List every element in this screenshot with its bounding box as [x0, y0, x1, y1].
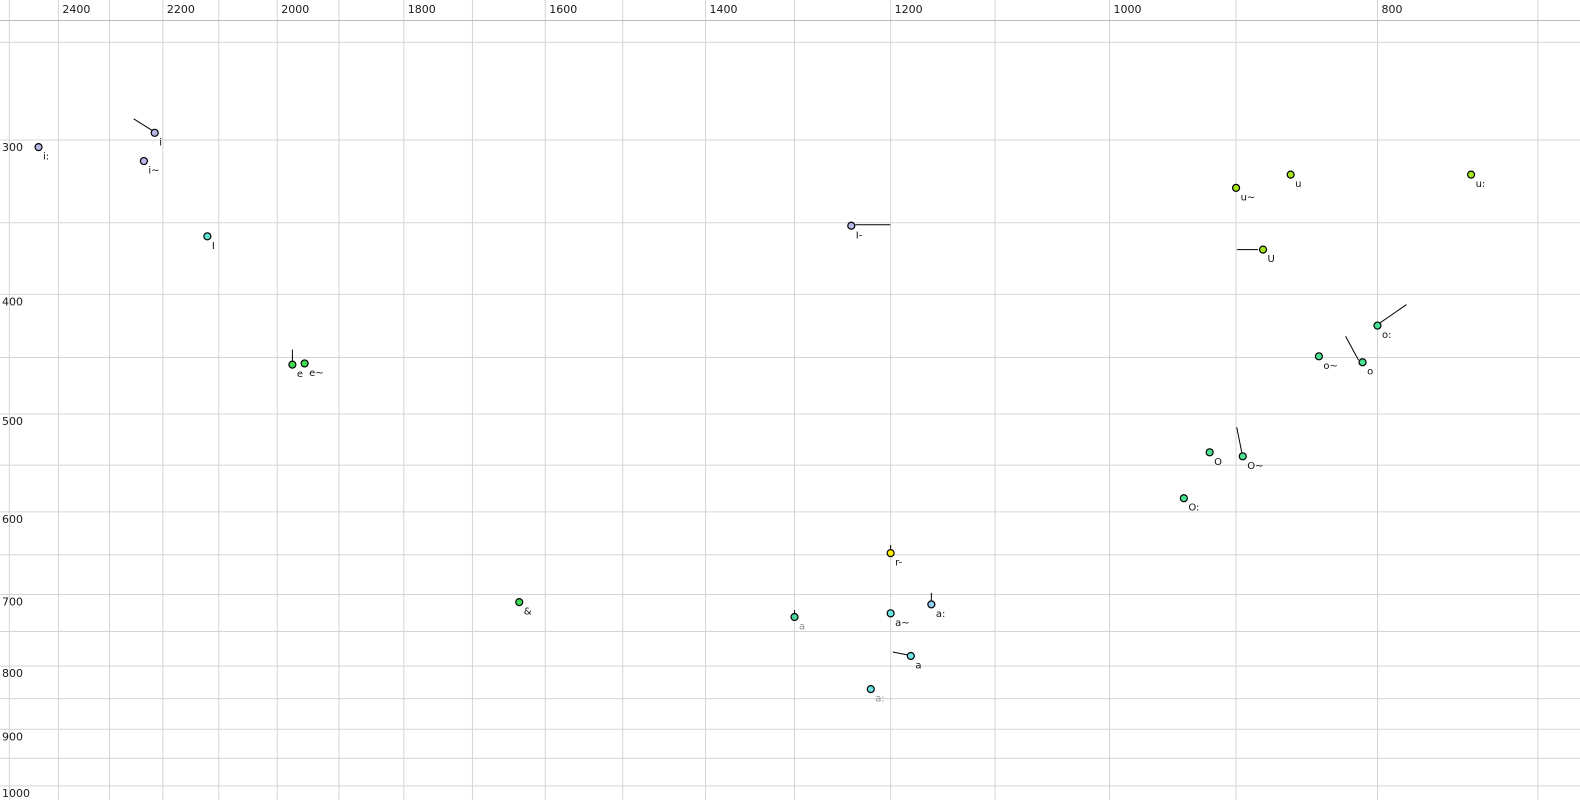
x-tick-label: 1000	[1114, 3, 1142, 16]
data-point-o:[interactable]	[1373, 321, 1382, 330]
data-point-i:[interactable]	[34, 143, 43, 152]
data-point-i~[interactable]	[139, 156, 149, 166]
point-label-U: U	[1268, 254, 1275, 265]
y-tick-label: 900	[2, 730, 23, 743]
point-label-&: &	[524, 607, 532, 618]
point-tail-i	[133, 118, 153, 132]
point-label-u~: u~	[1241, 192, 1256, 203]
data-point-&[interactable]	[515, 598, 524, 607]
point-label-e~: e~	[309, 368, 324, 379]
data-point-a:[interactable]	[866, 684, 875, 694]
y-tick-label: 600	[2, 513, 23, 526]
data-point-u:[interactable]	[1466, 170, 1476, 179]
point-label-i:: i:	[43, 152, 49, 163]
x-tick-label: 1800	[408, 3, 436, 16]
point-tail-O~	[1236, 427, 1243, 453]
y-tick-label: 500	[2, 415, 23, 428]
data-point-e[interactable]	[288, 360, 297, 369]
point-label-I-: I-	[856, 230, 863, 241]
data-point-O[interactable]	[1205, 448, 1214, 457]
x-tick-label: 2200	[167, 3, 195, 16]
point-label-i~: i~	[148, 166, 159, 177]
data-point-i[interactable]	[150, 128, 159, 137]
data-point-u[interactable]	[1286, 170, 1295, 179]
y-tick-label: 1000	[2, 787, 30, 800]
point-label-u: u	[1295, 179, 1301, 190]
point-label-i: i	[159, 137, 162, 148]
x-tick-label: 1600	[549, 3, 577, 16]
data-point-o[interactable]	[1358, 358, 1367, 367]
x-tick-label: 2000	[281, 3, 309, 16]
point-label-u:: u:	[1476, 179, 1486, 190]
y-tick-label: 400	[2, 295, 23, 308]
data-point-I[interactable]	[203, 232, 212, 241]
point-label-o:: o:	[1382, 330, 1392, 341]
point-label-o: o	[1367, 367, 1373, 378]
point-label-O~: O~	[1247, 461, 1263, 472]
x-tick-label: 1200	[895, 3, 923, 16]
point-label-I: I	[212, 241, 215, 252]
point-tail-o:	[1380, 304, 1407, 323]
data-point-U[interactable]	[1258, 245, 1268, 254]
point-label-O:: O:	[1188, 503, 1199, 514]
point-label-a:: a:	[936, 609, 946, 620]
point-label-r-: r-	[895, 558, 902, 569]
x-tick-label: 800	[1381, 3, 1402, 16]
data-point-a[interactable]	[790, 612, 799, 622]
data-point-o~[interactable]	[1314, 352, 1324, 361]
data-point-r-[interactable]	[886, 548, 895, 558]
y-tick-label: 700	[2, 595, 23, 608]
data-point-O:[interactable]	[1179, 494, 1188, 503]
data-point-u~[interactable]	[1231, 183, 1241, 192]
point-label-a: a	[799, 622, 805, 633]
x-tick-label: 2400	[62, 3, 90, 16]
point-tail-o	[1345, 336, 1360, 361]
data-point-I-[interactable]	[847, 221, 856, 230]
data-point-a~[interactable]	[886, 609, 895, 618]
point-label-O: O	[1214, 457, 1222, 468]
data-point-a:[interactable]	[927, 600, 936, 609]
point-label-a: a	[915, 660, 921, 671]
point-label-o~: o~	[1323, 361, 1338, 372]
point-tail-a	[892, 651, 908, 656]
y-tick-label: 800	[2, 667, 23, 680]
data-point-O~[interactable]	[1238, 452, 1247, 461]
data-point-e~[interactable]	[300, 359, 309, 368]
point-label-a:: a:	[875, 694, 885, 705]
point-label-a~: a~	[895, 618, 910, 629]
x-tick-label: 1400	[710, 3, 738, 16]
data-point-a[interactable]	[906, 651, 915, 661]
y-tick-label: 300	[2, 141, 23, 154]
point-label-e: e	[297, 369, 303, 380]
